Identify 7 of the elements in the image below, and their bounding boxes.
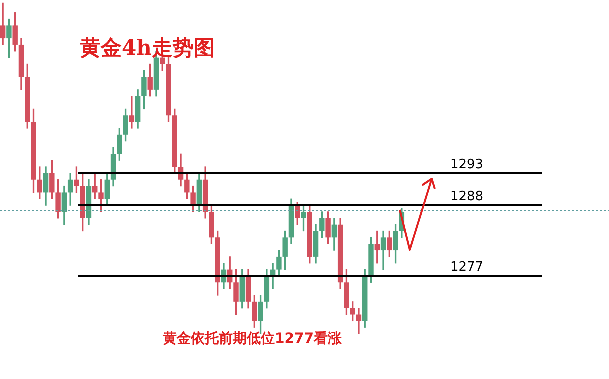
candlestick (356, 308, 362, 334)
candlestick (129, 96, 135, 129)
annotation: 黄金依托前期低位1277看涨 (163, 330, 342, 348)
ref-line-label: 1288 (450, 189, 484, 204)
text: 黄金4h走势图 (80, 34, 215, 62)
ref-line-label: 1277 (450, 260, 484, 276)
ref-line-label: 1293 (450, 157, 484, 172)
